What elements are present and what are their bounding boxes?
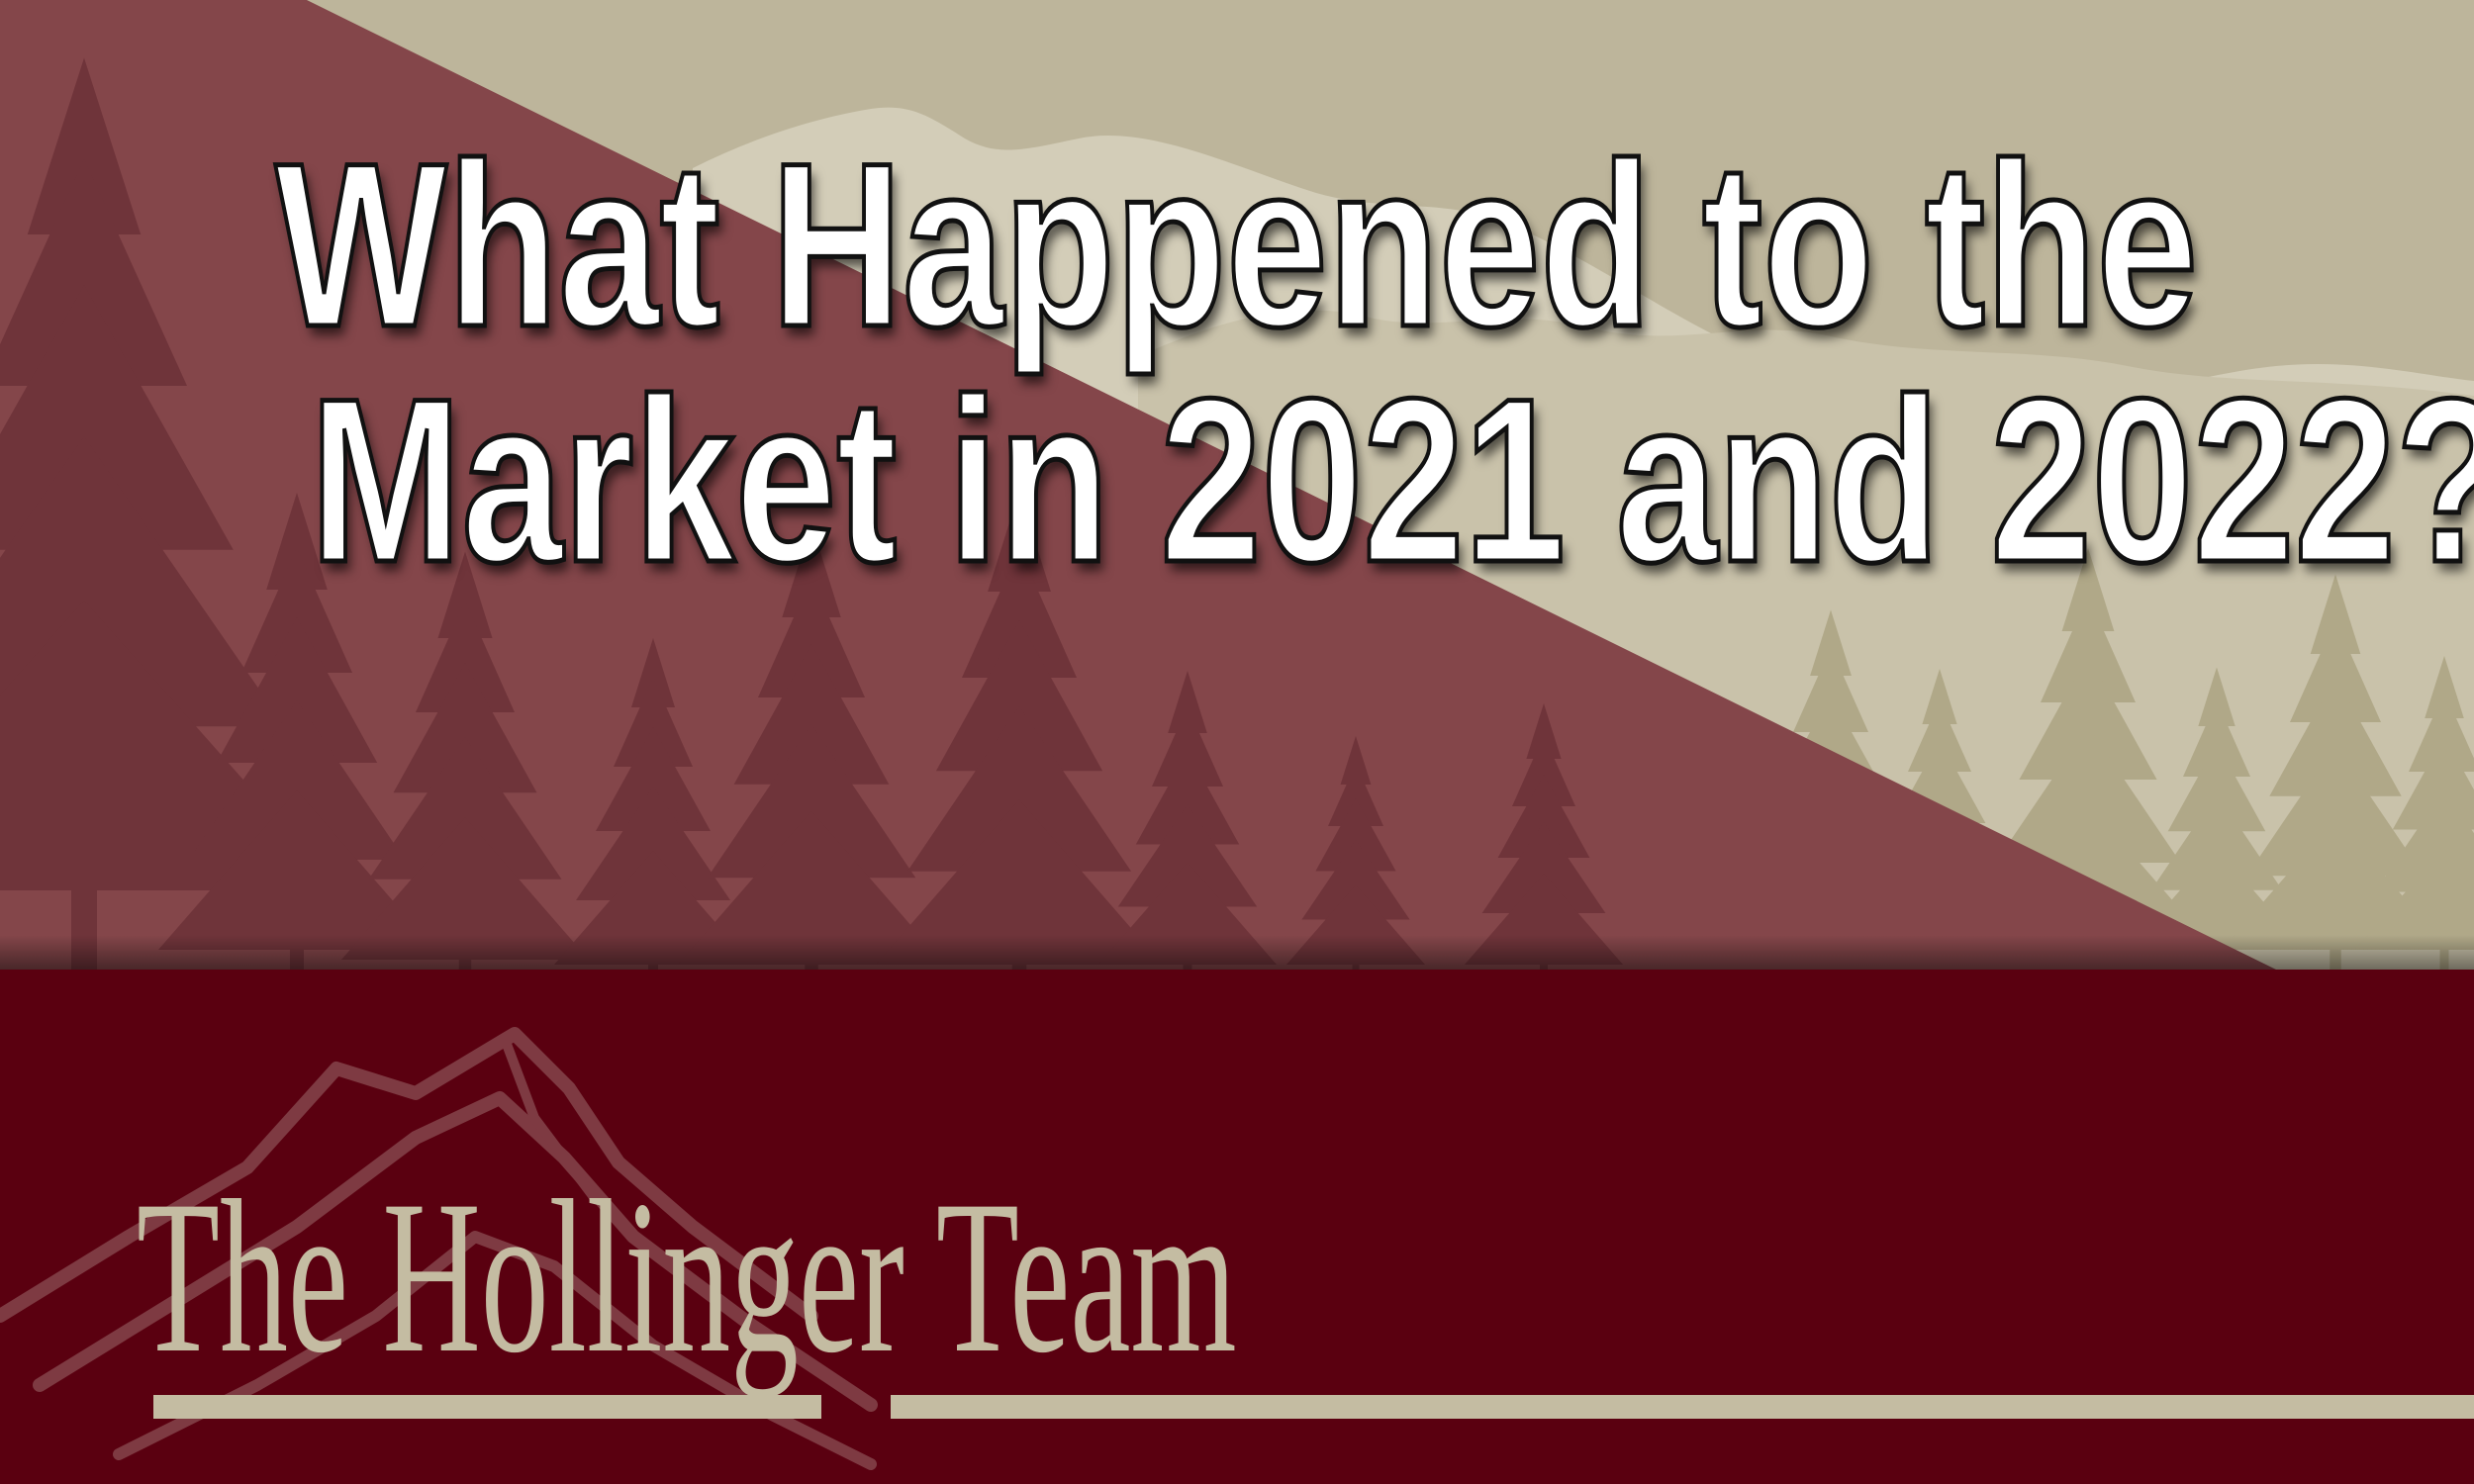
separator-shadow: [0, 935, 2474, 970]
headline-line-1: What Happened to the: [274, 115, 2201, 376]
brand-name: The Hollinger Team: [137, 1156, 1237, 1399]
maroon-panel: [0, 0, 2276, 970]
headline-line-2: Market in 2021 and 2022?: [308, 350, 2474, 611]
brand-underline-left: [153, 1395, 821, 1419]
brand-underline-right: [891, 1395, 2474, 1419]
